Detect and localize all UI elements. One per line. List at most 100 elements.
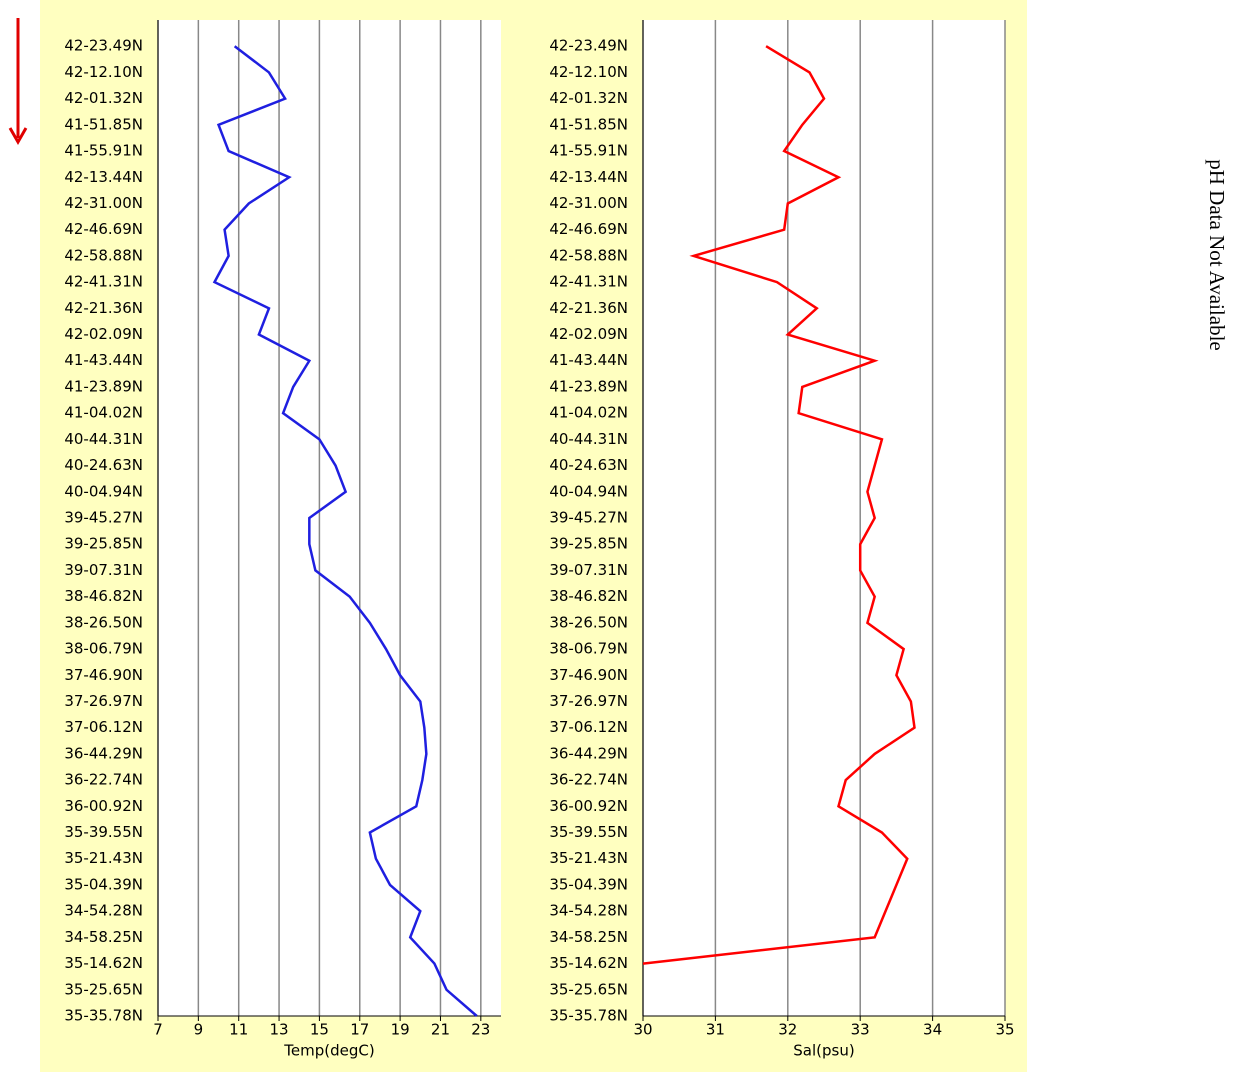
- y-tick-label: 41-23.89N: [64, 377, 143, 395]
- y-tick-label: 35-39.55N: [549, 823, 628, 841]
- y-tick-label: 36-22.74N: [64, 771, 143, 789]
- y-tick-label: 41-51.85N: [549, 115, 628, 133]
- annotation: pH Data Not Available: [1205, 159, 1229, 350]
- y-tick-label: 34-54.28N: [64, 902, 143, 920]
- y-tick-label: 35-35.78N: [64, 1007, 143, 1025]
- arrow-head: [8, 127, 28, 146]
- y-tick-label: 38-06.79N: [549, 640, 628, 658]
- y-tick-label: 39-07.31N: [549, 561, 628, 579]
- y-tick-label: 35-25.65N: [64, 980, 143, 998]
- y-tick-label: 36-44.29N: [549, 744, 628, 762]
- y-tick-label: 42-31.00N: [64, 194, 143, 212]
- y-tick-label: 42-58.88N: [549, 246, 628, 264]
- y-tick-label: 40-24.63N: [64, 456, 143, 474]
- y-tick-label: 39-25.85N: [549, 535, 628, 553]
- y-tick-label: 36-00.92N: [64, 797, 143, 815]
- x-axis-label: Temp(degC): [283, 1042, 374, 1060]
- y-tick-label: 40-44.31N: [549, 430, 628, 448]
- x-tick-label: 13: [270, 1021, 289, 1039]
- y-tick-label: 34-58.25N: [64, 928, 143, 946]
- x-tick-label: 23: [471, 1021, 490, 1039]
- y-tick-label: 40-04.94N: [549, 482, 628, 500]
- y-tick-label: 42-41.31N: [64, 273, 143, 291]
- y-tick-label: 40-44.31N: [64, 430, 143, 448]
- y-tick-label: 36-22.74N: [549, 771, 628, 789]
- y-tick-label: 42-13.44N: [64, 168, 143, 186]
- y-tick-label: 42-01.32N: [64, 89, 143, 107]
- y-tick-label: 35-21.43N: [549, 849, 628, 867]
- y-tick-label: 40-04.94N: [64, 482, 143, 500]
- x-tick-label: 35: [995, 1021, 1014, 1039]
- y-tick-label: 37-46.90N: [64, 666, 143, 684]
- y-tick-label: 37-26.97N: [549, 692, 628, 710]
- x-tick-label: 19: [391, 1021, 410, 1039]
- y-tick-label: 38-46.82N: [549, 587, 628, 605]
- x-tick-label: 7: [153, 1021, 163, 1039]
- x-tick-label: 9: [194, 1021, 204, 1039]
- y-tick-label: 39-25.85N: [64, 535, 143, 553]
- x-tick-label: 30: [633, 1021, 652, 1039]
- y-tick-label: 42-13.44N: [549, 168, 628, 186]
- y-tick-label: 39-45.27N: [64, 509, 143, 527]
- y-tick-label: 38-26.50N: [64, 613, 143, 631]
- y-tick-label: 39-07.31N: [64, 561, 143, 579]
- data-line: [212, 45, 478, 1017]
- y-tick-label: 35-21.43N: [64, 849, 143, 867]
- x-tick-label: 11: [229, 1021, 248, 1039]
- y-tick-label: 41-04.02N: [549, 404, 628, 422]
- y-tick-label: 38-06.79N: [64, 640, 143, 658]
- y-tick-label: 35-35.78N: [549, 1007, 628, 1025]
- y-tick-label: 41-55.91N: [64, 142, 143, 160]
- x-tick-label: 32: [778, 1021, 797, 1039]
- y-tick-label: 37-26.97N: [64, 692, 143, 710]
- y-tick-label: 35-04.39N: [64, 875, 143, 893]
- y-tick-label: 41-55.91N: [549, 142, 628, 160]
- y-tick-label: 35-25.65N: [549, 980, 628, 998]
- x-tick-label: 33: [851, 1021, 870, 1039]
- y-tick-label: 35-39.55N: [64, 823, 143, 841]
- y-tick-label: 42-21.36N: [549, 299, 628, 317]
- y-tick-label: 38-46.82N: [64, 587, 143, 605]
- y-tick-label: 41-04.02N: [64, 404, 143, 422]
- x-tick-label: 34: [923, 1021, 942, 1039]
- y-tick-label: 42-01.32N: [549, 89, 628, 107]
- y-tick-label: 42-12.10N: [64, 63, 143, 81]
- y-tick-label: 37-06.12N: [64, 718, 143, 736]
- y-tick-label: 36-00.92N: [549, 797, 628, 815]
- y-tick-label: 37-06.12N: [549, 718, 628, 736]
- y-tick-label: 34-54.28N: [549, 902, 628, 920]
- y-tick-label: 42-46.69N: [549, 220, 628, 238]
- y-tick-label: 42-46.69N: [64, 220, 143, 238]
- y-tick-label: 42-02.09N: [549, 325, 628, 343]
- y-tick-label: 35-04.39N: [549, 875, 628, 893]
- y-tick-label: 42-23.49N: [64, 37, 143, 55]
- x-tick-label: 21: [431, 1021, 450, 1039]
- y-tick-label: 42-12.10N: [549, 63, 628, 81]
- y-tick-label: 42-23.49N: [549, 37, 628, 55]
- y-tick-label: 41-51.85N: [64, 115, 143, 133]
- x-axis-label: Sal(psu): [793, 1042, 854, 1060]
- y-tick-label: 36-44.29N: [64, 744, 143, 762]
- y-tick-label: 38-26.50N: [549, 613, 628, 631]
- y-tick-label: 42-21.36N: [64, 299, 143, 317]
- data-line: [642, 45, 916, 965]
- y-tick-label: 39-45.27N: [549, 509, 628, 527]
- y-tick-label: 40-24.63N: [549, 456, 628, 474]
- x-tick-label: 17: [350, 1021, 369, 1039]
- y-tick-label: 41-43.44N: [549, 351, 628, 369]
- x-tick-label: 31: [706, 1021, 725, 1039]
- plot-area: [158, 20, 501, 1016]
- y-tick-label: 42-31.00N: [549, 194, 628, 212]
- y-tick-label: 35-14.62N: [64, 954, 143, 972]
- y-tick-label: 41-23.89N: [549, 377, 628, 395]
- y-tick-label: 37-46.90N: [549, 666, 628, 684]
- y-tick-label: 41-43.44N: [64, 351, 143, 369]
- y-tick-label: 42-41.31N: [549, 273, 628, 291]
- y-tick-label: 42-02.09N: [64, 325, 143, 343]
- y-tick-label: 34-58.25N: [549, 928, 628, 946]
- x-tick-label: 15: [310, 1021, 329, 1039]
- y-tick-label: 42-58.88N: [64, 246, 143, 264]
- y-tick-label: 35-14.62N: [549, 954, 628, 972]
